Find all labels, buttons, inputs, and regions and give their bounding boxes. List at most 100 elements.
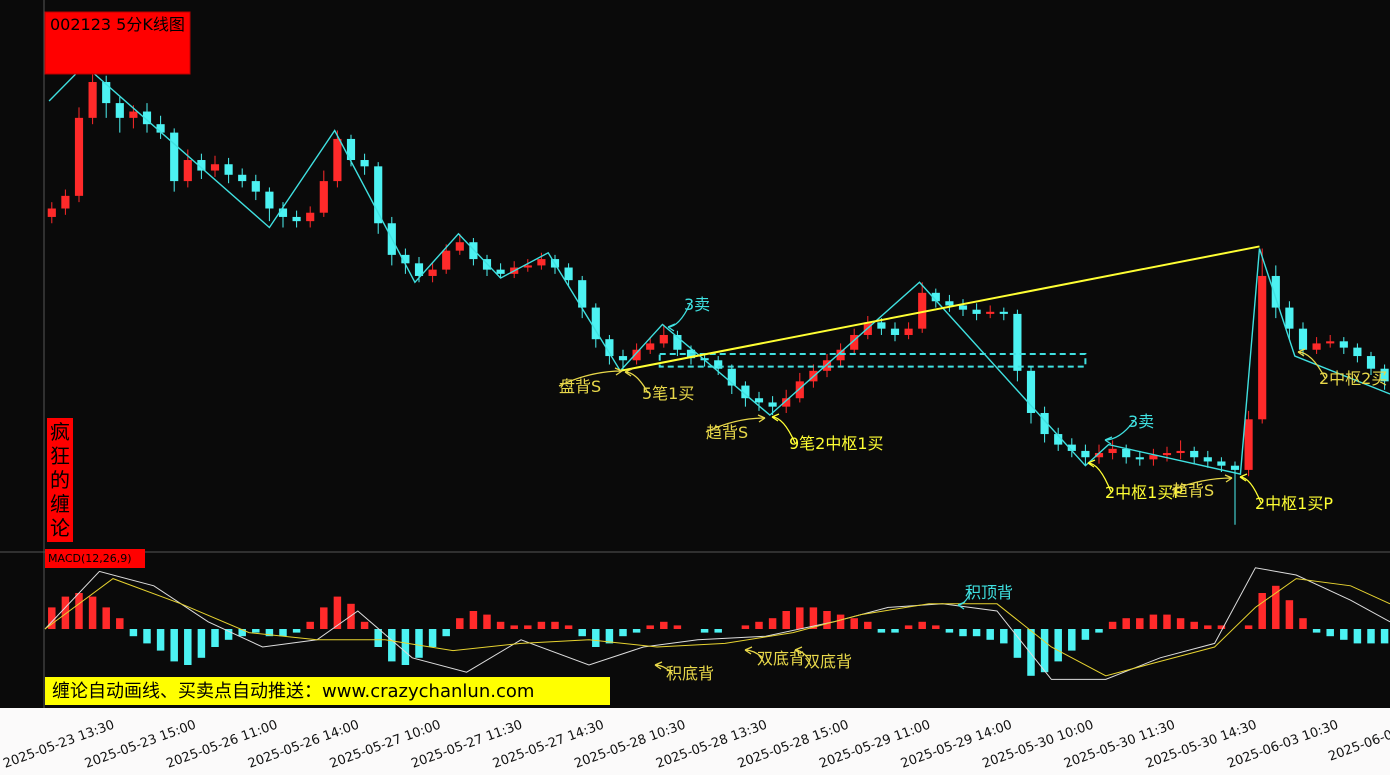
candle-body: [659, 334, 668, 344]
macd-bar: [510, 625, 518, 629]
candle-body: [618, 356, 628, 361]
candle-body: [1094, 453, 1104, 458]
candle-body: [1380, 368, 1389, 382]
annotation: 5笔1买: [642, 384, 694, 403]
candle-body: [1040, 412, 1049, 435]
candle-body: [1135, 457, 1144, 460]
macd-bar: [388, 629, 396, 662]
candle-body: [1067, 444, 1076, 451]
candle-body: [251, 181, 260, 192]
candle-body: [904, 328, 913, 335]
candle-body: [360, 160, 369, 167]
candle-body: [958, 305, 968, 310]
candle-body: [156, 124, 165, 133]
macd-bar: [1000, 629, 1008, 644]
macd-bar: [61, 596, 70, 629]
macd-bar: [646, 625, 654, 629]
macd-bar: [116, 618, 124, 629]
macd-bar: [632, 629, 641, 633]
macd-bar: [836, 614, 845, 629]
chart-title: 002123 5分K线图: [50, 15, 185, 34]
candle-body: [1081, 450, 1090, 458]
candle-body: [782, 398, 791, 407]
macd-bar: [102, 607, 110, 629]
annotation-arrow: [1239, 473, 1262, 504]
macd-bar: [932, 625, 940, 629]
macd-bar: [850, 618, 858, 629]
axis-background: [0, 708, 1390, 775]
candle-body: [1285, 307, 1294, 329]
candle-body: [1353, 347, 1362, 357]
annotation: 积顶背: [965, 583, 1013, 602]
candle-body: [1108, 448, 1117, 454]
macd-bar: [333, 596, 342, 629]
macd-bar: [592, 629, 600, 647]
macd-bar: [564, 625, 573, 629]
candle-body: [74, 117, 84, 196]
macd-bar: [1081, 629, 1090, 640]
candle-body: [183, 160, 192, 182]
candle-body: [890, 328, 900, 335]
candle-body: [333, 138, 342, 182]
candle-body: [646, 343, 655, 350]
macd-bar: [1272, 585, 1280, 629]
candle-body: [714, 360, 723, 369]
candle-body: [918, 292, 927, 329]
bi-line: [48, 64, 1390, 475]
macd-bar: [1380, 629, 1389, 644]
candle-body: [741, 385, 750, 399]
candle-body: [1149, 455, 1158, 460]
macd-bar: [1163, 614, 1171, 629]
candle-body: [115, 103, 124, 118]
macd-bar: [891, 629, 899, 633]
candle-body: [836, 349, 845, 361]
macd-bar: [170, 629, 178, 662]
macd-line: [44, 567, 1390, 680]
macd-bar: [524, 625, 532, 629]
macd-bar: [415, 629, 423, 658]
annotation-arrow: [1171, 474, 1233, 491]
candle-body: [61, 195, 70, 209]
annotation-arrow: [794, 646, 811, 662]
macd-bar: [1244, 625, 1253, 629]
candle-body: [319, 181, 328, 213]
annotation: 盘背S: [559, 377, 601, 396]
candle-body: [822, 360, 832, 371]
candle-body: [306, 212, 315, 222]
candle-body: [47, 208, 56, 217]
macd-bar: [320, 607, 328, 629]
candle-body: [931, 292, 940, 302]
annotation: 趋背S: [706, 423, 748, 442]
candle-body: [673, 334, 682, 350]
macd-bar: [197, 629, 206, 658]
annotation-arrow: [624, 368, 649, 394]
macd-bar: [877, 629, 886, 633]
macd-bar: [1353, 629, 1362, 644]
macd-bar: [88, 596, 97, 629]
annotation-arrow: [654, 661, 673, 674]
candle-body: [1217, 461, 1226, 466]
macd-bar: [469, 611, 478, 629]
candle-body: [442, 250, 451, 270]
candle-body: [469, 242, 478, 260]
macd-bar: [1285, 600, 1294, 629]
macd-bar: [1326, 629, 1334, 637]
macd-bar: [1136, 618, 1144, 629]
candle-body: [292, 216, 301, 222]
candle-body: [1203, 457, 1212, 462]
annotation-arrow: [558, 367, 623, 387]
annotation-arrow: [667, 303, 691, 332]
macd-bar: [782, 611, 790, 629]
macd-bar: [1258, 593, 1266, 629]
candle-body: [972, 309, 981, 314]
macd-bar: [156, 629, 165, 651]
macd-bar: [483, 614, 491, 629]
macd-bar: [823, 611, 831, 629]
macd-bar: [1176, 618, 1185, 629]
macd-bar: [1340, 629, 1348, 640]
candle-body: [754, 398, 764, 403]
candle-body: [605, 339, 614, 357]
candle-body: [1230, 465, 1240, 470]
macd-bar: [48, 607, 56, 629]
candle-body: [795, 381, 804, 399]
